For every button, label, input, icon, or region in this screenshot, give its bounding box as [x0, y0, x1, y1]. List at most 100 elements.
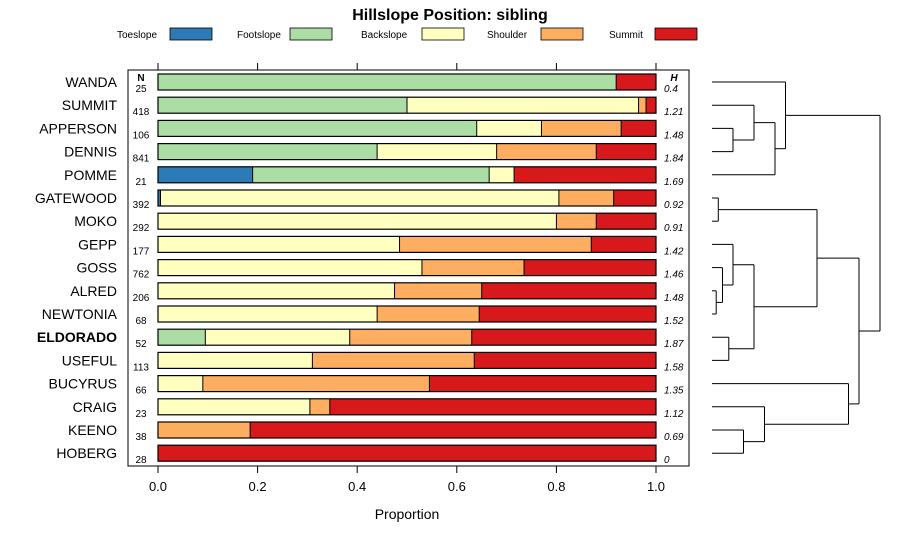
bar-outline — [157, 305, 657, 323]
row-name-dennis: DENNIS — [64, 144, 117, 160]
row-name-hoberg: HOBERG — [56, 445, 117, 461]
row-h-apperson: 1.48 — [664, 130, 684, 141]
row-n-keeno: 38 — [135, 432, 147, 443]
legend-label-backslope: Backslope — [361, 30, 408, 41]
bar-segment-pomme-footslope — [252, 166, 490, 183]
bar-segment-keeno-summit — [250, 422, 656, 438]
row-h-gatewood: 0.92 — [664, 200, 684, 211]
bar-segment-pomme-summit — [514, 166, 656, 183]
row-name-keeno: KEENO — [68, 422, 117, 438]
row-name-craig: CRAIG — [73, 399, 117, 415]
bar-segment-dennis-backslope — [377, 143, 497, 160]
row-h-pomme: 1.69 — [664, 177, 684, 188]
n-header: N — [137, 73, 144, 84]
bar-segment-goss-summit — [524, 259, 656, 276]
bar-outline — [157, 119, 657, 138]
bar-segment-useful-backslope — [158, 352, 313, 369]
bar-segment-hoberg-summit — [158, 445, 656, 462]
bar-segment-pomme-toeslope — [158, 166, 253, 183]
x-tick-label: 0.0 — [149, 479, 167, 494]
bar-outline — [157, 235, 657, 253]
bar-segment-summit-shoulder — [638, 97, 647, 114]
bar-segment-summit-footslope — [158, 97, 407, 114]
bar-segment-keeno-shoulder — [158, 422, 251, 438]
row-n-hoberg: 28 — [135, 455, 147, 466]
x-tick-label: 1.0 — [647, 479, 665, 494]
bar-segment-gatewood-backslope — [160, 190, 559, 206]
legend-swatch-toeslope — [169, 27, 213, 41]
row-name-apperson: APPERSON — [39, 120, 117, 136]
bar-segment-goss-backslope — [158, 259, 422, 276]
row-labels-group: WANDA 25 0.4 SUMMIT 418 1.21 APPERSON 106 1.48 DE… — [35, 74, 684, 466]
bar-segment-eldorado-summit — [471, 329, 656, 346]
bar-outline — [157, 398, 657, 416]
bar-segment-useful-summit — [474, 352, 656, 369]
legend-swatch-footslope — [289, 27, 333, 41]
row-n-craig: 23 — [135, 409, 147, 420]
bar-outline — [157, 143, 657, 161]
legend-label-footslope: Footslope — [237, 30, 281, 41]
row-n-summit: 418 — [133, 107, 150, 118]
bar-outline — [157, 328, 657, 346]
row-h-moko: 0.91 — [664, 223, 683, 234]
bar-outline — [157, 212, 657, 230]
bar-segment-wanda-footslope — [158, 74, 617, 90]
row-h-dennis: 1.84 — [664, 154, 684, 165]
row-h-summit: 1.21 — [664, 107, 683, 118]
row-n-newtonia: 68 — [135, 316, 147, 327]
row-name-wanda: WANDA — [65, 74, 117, 90]
legend-label-shoulder: Shoulder — [487, 30, 528, 41]
legend: Toeslope Footslope Backslope Shoulder Summit — [117, 27, 698, 41]
row-name-bucyrus: BUCYRUS — [49, 376, 117, 392]
bar-outline — [157, 351, 657, 369]
x-axis-label: Proportion — [375, 506, 440, 522]
legend-swatch-shoulder — [540, 27, 584, 41]
row-n-apperson: 106 — [133, 130, 150, 141]
legend-label-summit: Summit — [609, 30, 643, 41]
row-h-alred: 1.48 — [664, 293, 684, 304]
row-name-pomme: POMME — [64, 167, 117, 183]
bar-segment-goss-shoulder — [421, 259, 525, 276]
legend-swatch-backslope — [421, 27, 465, 41]
row-name-gepp: GEPP — [78, 236, 117, 252]
bar-segment-gatewood-summit — [613, 190, 656, 206]
bar-segment-alred-summit — [481, 282, 656, 299]
bar-segment-apperson-summit — [621, 120, 656, 137]
legend-swatch-summit — [654, 27, 698, 41]
bar-segment-apperson-shoulder — [541, 120, 622, 137]
legend-label-toeslope: Toeslope — [117, 30, 157, 41]
row-h-bucyrus: 1.35 — [664, 386, 684, 397]
bar-outline — [157, 73, 657, 91]
row-name-alred: ALRED — [70, 283, 117, 299]
bar-segment-craig-shoulder — [309, 398, 330, 415]
bar-segment-gepp-summit — [591, 236, 656, 253]
bar-segment-newtonia-backslope — [158, 306, 378, 322]
row-n-alred: 206 — [133, 293, 150, 304]
bar-segment-newtonia-shoulder — [377, 306, 480, 322]
row-name-useful: USEFUL — [62, 352, 117, 368]
bar-segment-dennis-summit — [596, 143, 656, 160]
bar-segment-bucyrus-backslope — [158, 375, 203, 392]
row-n-goss: 762 — [133, 270, 150, 281]
row-n-dennis: 841 — [133, 154, 150, 165]
chart-title: Hillslope Position: sibling — [352, 7, 548, 24]
row-name-eldorado: ELDORADO — [37, 329, 117, 345]
h-header: H — [670, 73, 678, 84]
row-h-keeno: 0.69 — [664, 432, 684, 443]
bar-segment-eldorado-shoulder — [349, 329, 472, 346]
bar-segment-gepp-shoulder — [399, 236, 592, 253]
row-n-useful: 113 — [133, 362, 149, 373]
x-axis: 0.0 0.2 0.4 0.6 0.8 1.0 — [149, 466, 665, 494]
bar-segment-bucyrus-shoulder — [202, 375, 430, 392]
bar-segment-moko-shoulder — [556, 213, 597, 230]
bar-outline — [157, 421, 657, 439]
row-h-goss: 1.46 — [664, 270, 684, 281]
top-axis-ticks — [157, 63, 657, 70]
x-tick-label: 0.6 — [448, 479, 466, 494]
row-h-wanda: 0.4 — [664, 84, 678, 95]
row-n-gepp: 177 — [133, 246, 150, 257]
bar-segment-dennis-footslope — [158, 143, 378, 160]
row-name-goss: GOSS — [77, 260, 117, 276]
bar-outline — [157, 166, 657, 184]
